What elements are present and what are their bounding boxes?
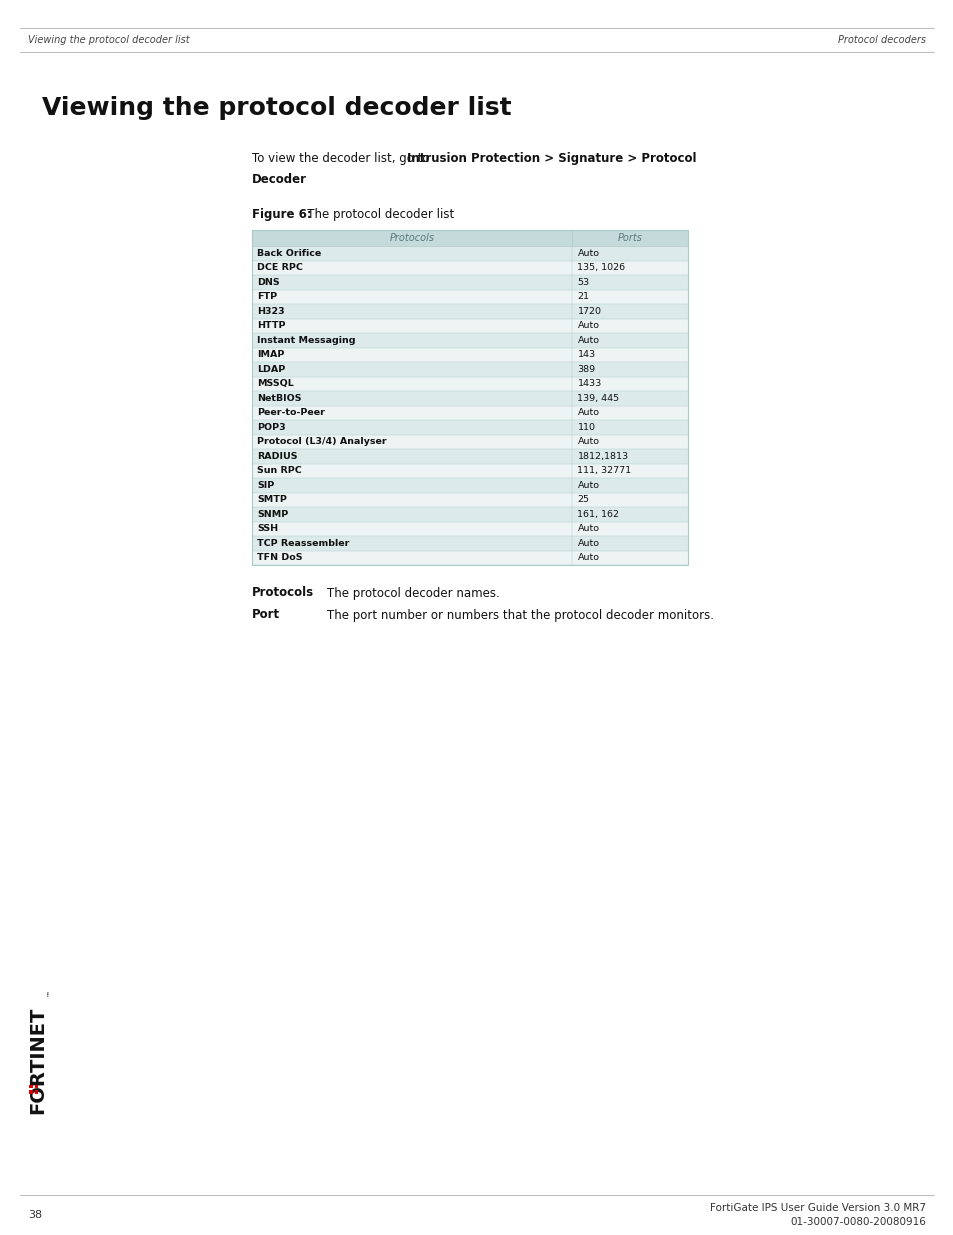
Text: To view the decoder list, go to: To view the decoder list, go to	[252, 152, 433, 165]
Bar	[252, 230, 687, 564]
Text: 1433: 1433	[577, 379, 601, 388]
Text: FTP: FTP	[256, 293, 276, 301]
Text: Auto: Auto	[577, 321, 598, 330]
Text: Protocol decoders: Protocol decoders	[837, 35, 925, 44]
Text: SSH: SSH	[256, 524, 278, 534]
Text: 38: 38	[28, 1210, 42, 1220]
Text: H323: H323	[256, 306, 284, 316]
Text: Figure 6:: Figure 6:	[252, 207, 312, 221]
Text: 21: 21	[577, 293, 589, 301]
Bar	[35, 1091, 38, 1093]
Bar	[252, 304, 687, 319]
Text: Protocols: Protocols	[390, 233, 435, 243]
Bar	[252, 508, 687, 521]
Text: Auto: Auto	[577, 248, 598, 258]
Text: 53: 53	[577, 278, 589, 287]
Text: 135, 1026: 135, 1026	[577, 263, 625, 272]
Text: TFN DoS: TFN DoS	[256, 553, 302, 562]
Text: 389: 389	[577, 364, 595, 374]
Text: Protocol (L3/4) Analyser: Protocol (L3/4) Analyser	[256, 437, 386, 446]
Text: POP3: POP3	[256, 422, 285, 432]
Text: Auto: Auto	[577, 437, 598, 446]
Text: 110: 110	[577, 422, 595, 432]
Text: 111, 32771: 111, 32771	[577, 467, 631, 475]
Text: ™: ™	[46, 988, 52, 995]
Text: NetBIOS: NetBIOS	[256, 394, 301, 403]
Text: The protocol decoder list: The protocol decoder list	[295, 207, 454, 221]
Bar	[252, 275, 687, 289]
Text: FORTINET: FORTINET	[29, 1007, 48, 1114]
Text: 1812,1813: 1812,1813	[577, 452, 628, 461]
Text: HTTP: HTTP	[256, 321, 285, 330]
Text: TCP Reassembler: TCP Reassembler	[256, 538, 349, 548]
Text: Viewing the protocol decoder list: Viewing the protocol decoder list	[42, 96, 511, 120]
Text: Protocols: Protocols	[252, 587, 314, 599]
Bar	[252, 230, 687, 246]
Text: 161, 162: 161, 162	[577, 510, 618, 519]
Bar	[35, 1084, 38, 1088]
Text: Sun RPC: Sun RPC	[256, 467, 301, 475]
Text: Intrusion Protection > Signature > Protocol: Intrusion Protection > Signature > Proto…	[407, 152, 696, 165]
Bar	[252, 333, 687, 347]
Bar	[252, 420, 687, 435]
Text: 25: 25	[577, 495, 589, 504]
Bar	[252, 521, 687, 536]
Text: FortiGate IPS User Guide Version 3.0 MR7: FortiGate IPS User Guide Version 3.0 MR7	[709, 1203, 925, 1213]
Bar	[252, 246, 687, 261]
Text: DCE RPC: DCE RPC	[256, 263, 302, 272]
Bar	[252, 289, 687, 304]
Text: The protocol decoder names.: The protocol decoder names.	[327, 587, 499, 599]
Text: Ports: Ports	[618, 233, 642, 243]
Bar	[252, 435, 687, 450]
Text: Auto: Auto	[577, 553, 598, 562]
Text: DNS: DNS	[256, 278, 279, 287]
Bar	[30, 1084, 33, 1088]
Text: Back Orifice: Back Orifice	[256, 248, 321, 258]
Text: .: .	[295, 173, 299, 186]
Text: RADIUS: RADIUS	[256, 452, 297, 461]
Text: IMAP: IMAP	[256, 351, 284, 359]
Text: Instant Messaging: Instant Messaging	[256, 336, 355, 345]
Bar	[252, 347, 687, 362]
Text: SNMP: SNMP	[256, 510, 288, 519]
Text: Auto: Auto	[577, 524, 598, 534]
Bar	[252, 261, 687, 275]
Bar	[252, 405, 687, 420]
Text: Port: Port	[252, 609, 280, 621]
Bar	[252, 362, 687, 377]
Bar	[252, 463, 687, 478]
Text: SMTP: SMTP	[256, 495, 287, 504]
Text: The port number or numbers that the protocol decoder monitors.: The port number or numbers that the prot…	[327, 609, 713, 621]
Bar	[252, 551, 687, 564]
Bar	[252, 478, 687, 493]
Bar	[252, 391, 687, 405]
Text: 1720: 1720	[577, 306, 600, 316]
Bar	[252, 493, 687, 508]
Text: Viewing the protocol decoder list: Viewing the protocol decoder list	[28, 35, 190, 44]
Text: Auto: Auto	[577, 409, 598, 417]
Text: Auto: Auto	[577, 336, 598, 345]
Text: Decoder: Decoder	[252, 173, 307, 186]
Text: 139, 445: 139, 445	[577, 394, 618, 403]
Bar	[30, 1091, 33, 1093]
Text: LDAP: LDAP	[256, 364, 285, 374]
Text: MSSQL: MSSQL	[256, 379, 294, 388]
Text: SIP: SIP	[256, 480, 274, 490]
Bar	[252, 377, 687, 391]
Bar	[252, 536, 687, 551]
Bar	[252, 319, 687, 333]
Bar	[252, 450, 687, 463]
Text: Auto: Auto	[577, 538, 598, 548]
Text: Auto: Auto	[577, 480, 598, 490]
Text: 01-30007-0080-20080916: 01-30007-0080-20080916	[789, 1216, 925, 1228]
Text: 143: 143	[577, 351, 595, 359]
Text: Peer-to-Peer: Peer-to-Peer	[256, 409, 325, 417]
